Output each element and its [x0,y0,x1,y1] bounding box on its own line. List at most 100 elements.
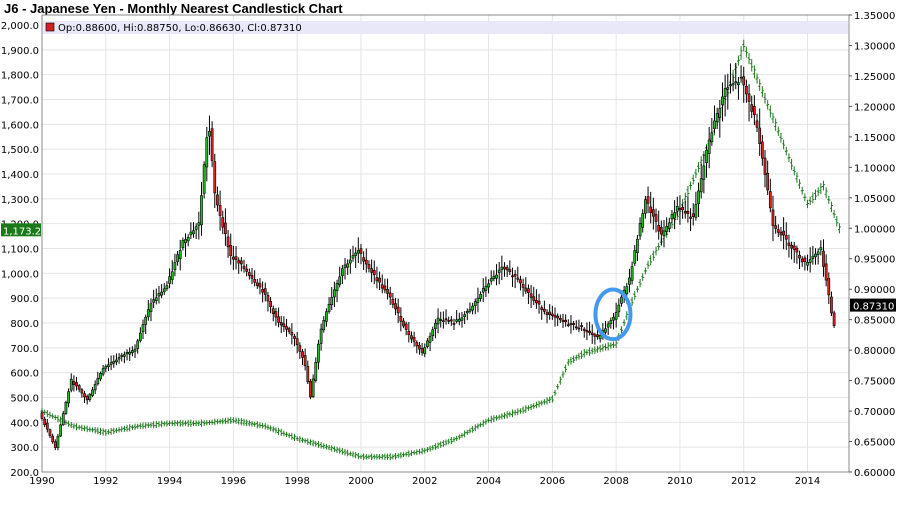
candle-body [617,304,621,313]
candle-body [263,288,267,295]
candle-body [806,261,809,266]
candle-body [734,81,738,84]
candle-body [832,312,836,326]
candle-body [471,305,474,311]
candle-body [505,267,509,271]
candle-body [396,306,400,314]
candle-body [516,277,520,280]
right-tick-label: 1.25000 [854,72,895,83]
candle-body [457,318,461,322]
candle-body [322,320,326,331]
candle-body [67,391,70,404]
candle-body [572,323,575,325]
candle-body [771,209,775,227]
candle-body [282,323,286,328]
candle-body [295,338,299,346]
candle-body [641,213,645,228]
candle-body [537,300,541,305]
candle-body [194,226,198,230]
candle-body [290,332,294,336]
candle-body [367,264,371,269]
candle-body [173,262,177,271]
candle-body [808,259,812,263]
candle-body [120,354,124,357]
candle-body [224,222,227,235]
right-tick-label: 1.10000 [854,163,895,174]
candle-body [88,393,92,400]
candle-body [141,324,145,333]
candle-body [787,242,791,246]
candle-body [197,222,201,226]
candle-body [691,213,695,217]
candle-body [317,343,320,363]
candle-body [59,424,62,437]
candle-body [83,393,86,398]
candle-body [718,108,722,118]
legend-swatch [45,22,55,32]
candle-body [566,324,570,326]
candle-body [473,301,477,306]
candle-body [686,210,690,214]
candle-body [782,230,785,236]
candle-body [760,141,764,159]
candle-body [216,194,219,206]
candle-body [513,274,517,277]
candle-body [763,157,767,175]
candle-body [697,190,700,205]
candle-body [816,251,820,255]
left-tick-label: 600.0 [10,369,39,380]
candle-body [80,389,84,394]
right-tick-label: 0.90000 [854,285,895,296]
candle-body [479,293,482,299]
candle-body [750,104,754,112]
candle-body [380,284,384,289]
candle-body [705,149,708,164]
candle-body [333,289,336,298]
candle-body [247,272,251,276]
candle-body [285,326,288,330]
legend: Op:0.88600, Hi:0.88750, Lo:0.86630, Cl:0… [43,21,848,34]
candle-body [550,313,554,316]
candle-body [123,354,126,357]
candle-body [402,320,405,327]
left-tick-label: 700.0 [10,344,39,355]
candle-body [136,340,140,349]
candle-body [745,85,748,95]
candle-body [306,366,310,383]
candle-body [588,330,591,334]
candle-body [503,266,506,270]
candle-body [364,259,368,265]
right-tick-label: 0.85000 [854,316,895,327]
candle-body [218,205,222,216]
x-axis: 1990 1992 1994 1996 1998 2000 2002 2004 2006 2008… [29,476,820,487]
candle-body [726,87,730,90]
candle-body [784,235,788,240]
candle-body [747,93,751,102]
candle-body [176,254,179,262]
left-tick-label: 200.0 [10,468,39,479]
right-tick-label: 1.20000 [854,102,895,113]
candle-body [178,250,182,259]
candle-body [511,275,514,278]
candle-body [492,275,496,280]
candle-body [593,334,597,337]
right-tick-label: 0.95000 [854,255,895,266]
candle-body [444,318,448,321]
candle-body [731,83,735,86]
candle-body [144,316,148,325]
candle-body [170,271,174,280]
candle-body [301,351,304,358]
candle-body [131,350,134,353]
left-tick-label: 1,800.0 [1,71,39,82]
left-tick-label: 1,600.0 [1,120,39,131]
right-tick-label: 1.05000 [854,194,895,205]
highlight-ellipse [593,287,633,342]
candle-body [614,312,618,320]
candle-body [434,322,437,330]
candle-body [580,325,583,327]
candle-body [521,284,525,288]
annotations [593,287,633,342]
right-tick-label: 1.15000 [854,133,895,144]
right-price-marker: 0.87310 [850,298,896,313]
x-tick-label: 1994 [157,476,182,487]
